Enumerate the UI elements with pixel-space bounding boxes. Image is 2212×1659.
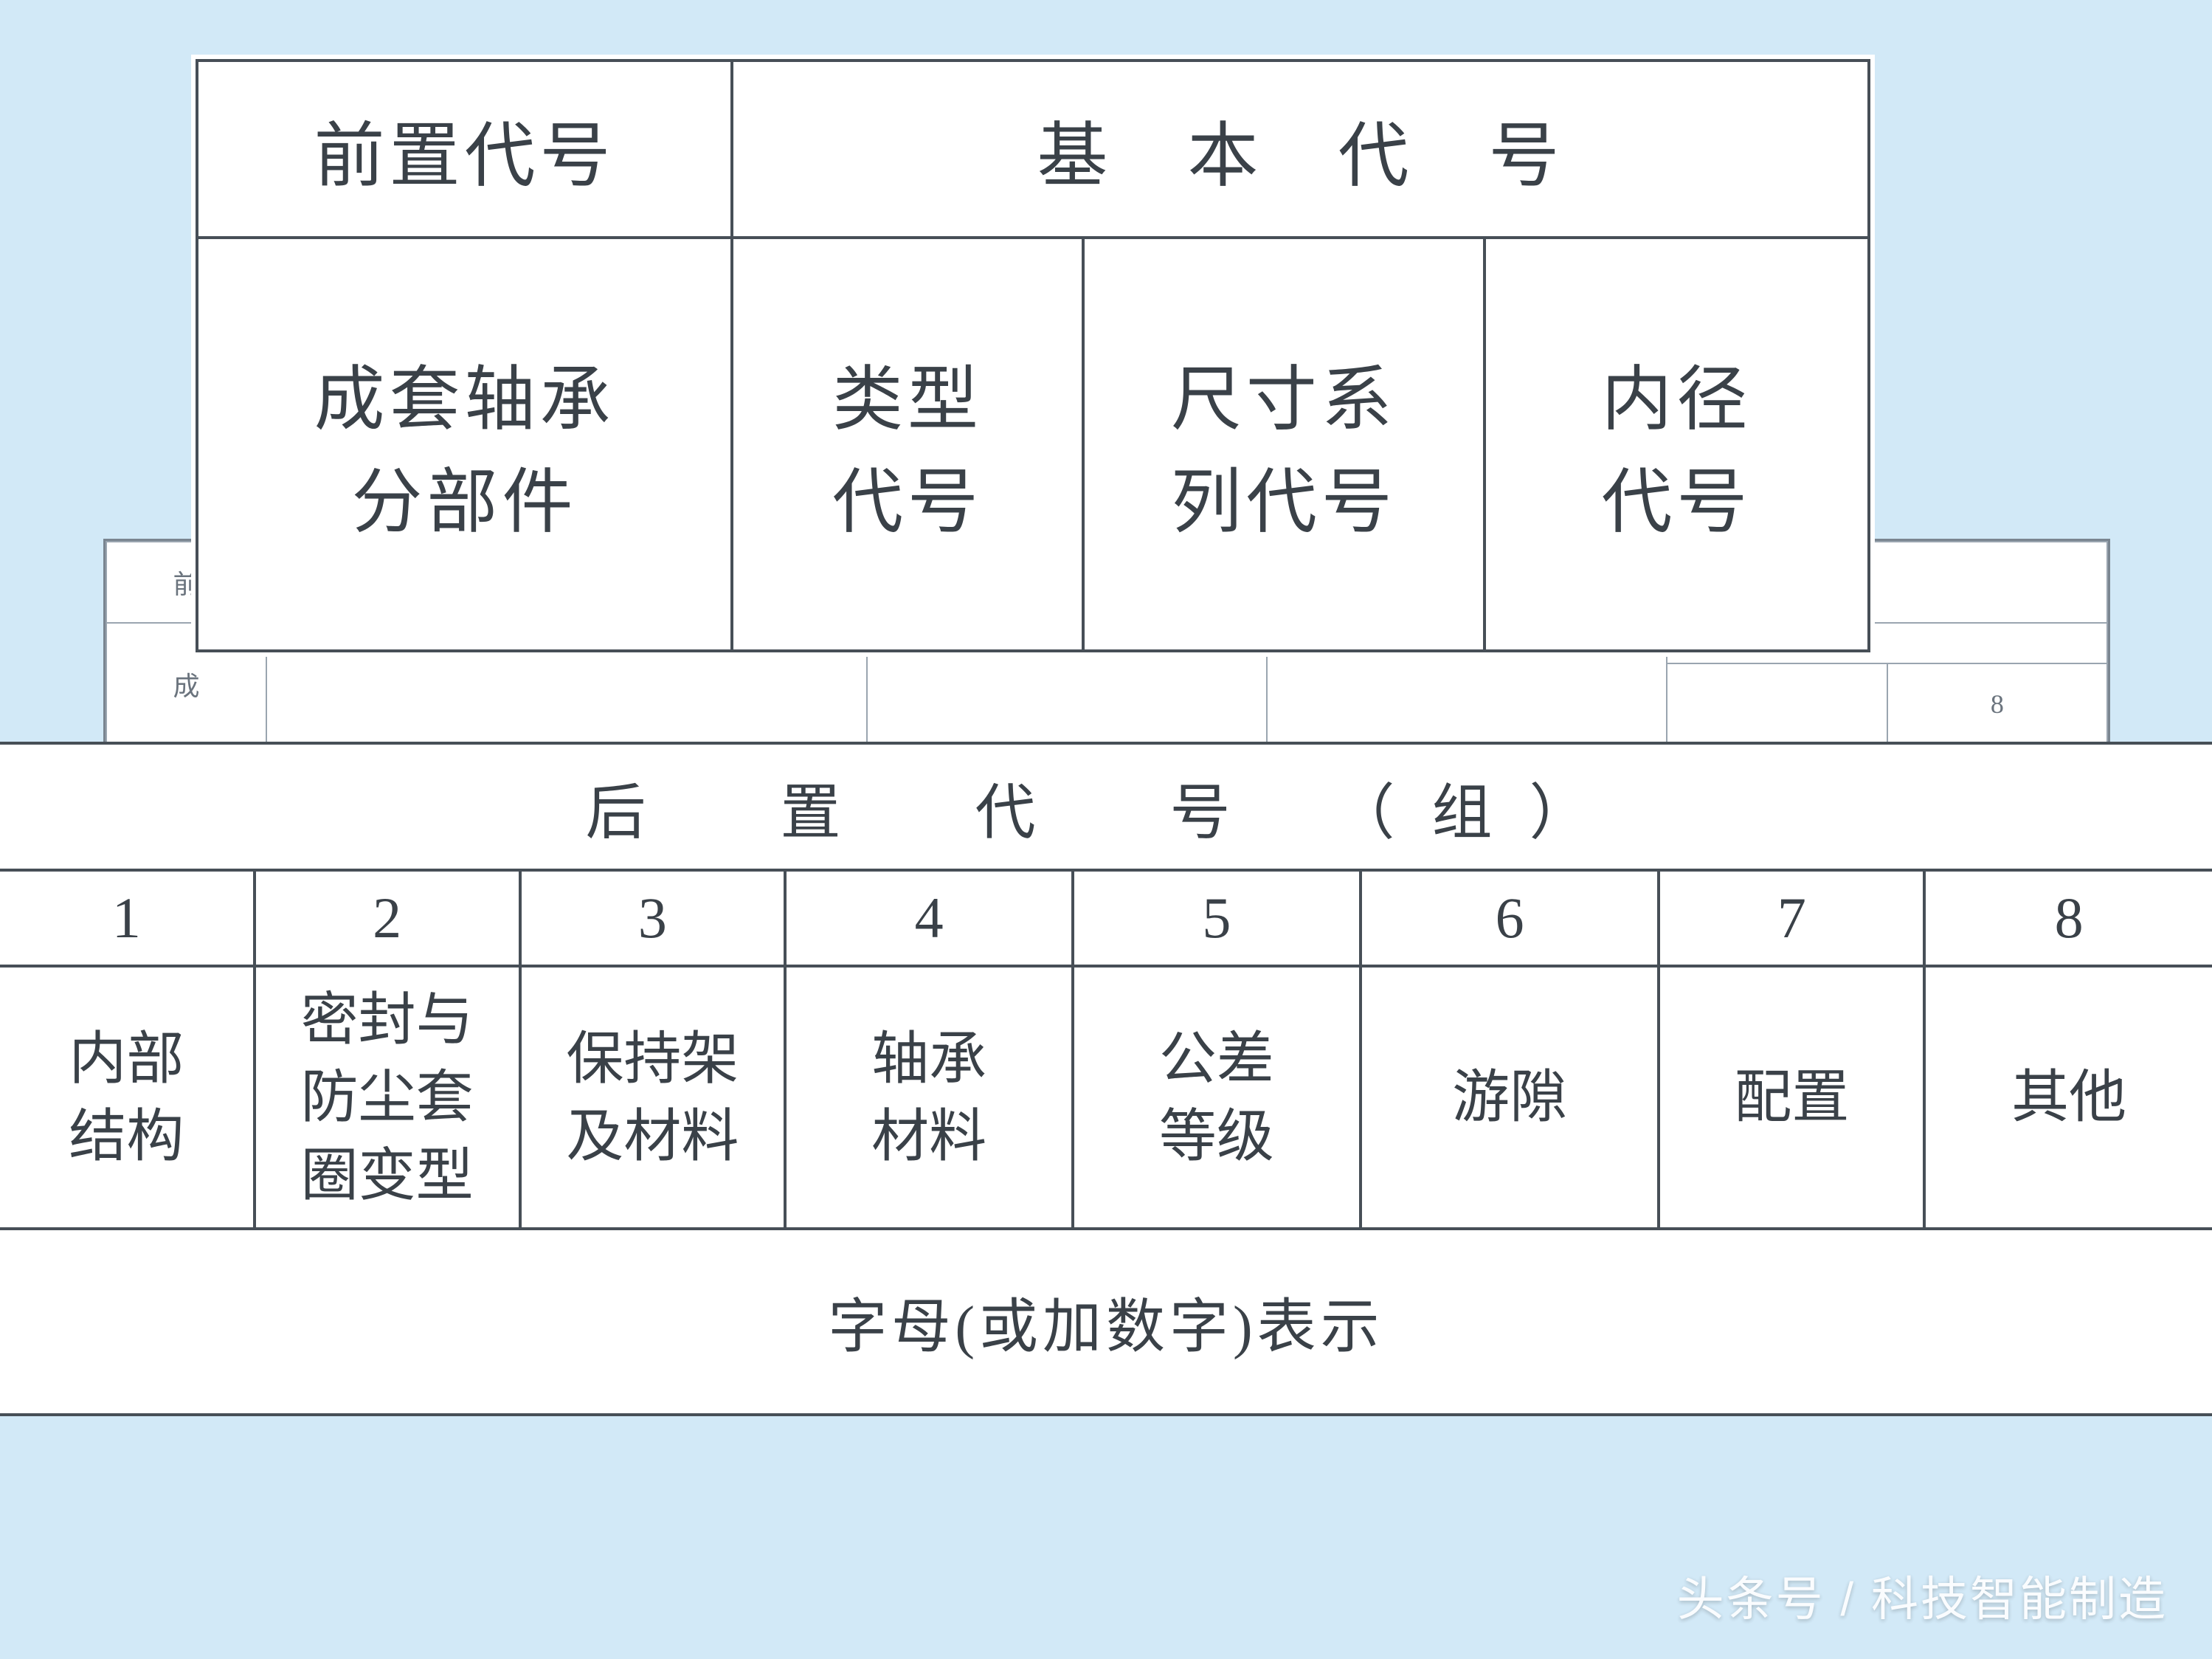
bg-r2c5b [1667,663,1887,745]
suffix-label-7: 配置 [1659,966,1924,1229]
suffix-label-5: 公差等级 [1073,966,1361,1229]
suffix-label-6: 游隙 [1361,966,1659,1229]
suffix-col-4: 4 [785,870,1073,966]
top-bore-l2: 代号 [1601,463,1752,542]
top-header-basic: 基 本 代 号 [732,61,1869,238]
watermark-text: 头条号 / 科技智能制造 [1677,1562,2168,1629]
suffix-code-table: 后 置 代 号 （组） 1 2 3 4 5 6 7 8 内部结构 密封与防尘套圈… [0,742,2212,1416]
top-prefix-cell: 成套轴承 分部件 [197,238,732,651]
top-bore-l1: 内径 [1601,360,1752,439]
bg-r2c5c: 8 [1887,663,2107,745]
suffix-label-2: 密封与防尘套圈变型 [255,966,520,1229]
suffix-col-8: 8 [1924,870,2212,966]
top-type-l1: 类型 [832,360,983,439]
suffix-col-2: 2 [255,870,520,966]
top-bore-cell: 内径 代号 [1485,238,1869,651]
suffix-label-3: 保持架及材料 [520,966,786,1229]
suffix-label-8: 其他 [1924,966,2212,1229]
suffix-col-5: 5 [1073,870,1361,966]
top-size-l1: 尺寸系 [1171,360,1397,439]
top-type-l2: 代号 [832,463,983,542]
suffix-col-6: 6 [1361,870,1659,966]
top-prefix-l2: 分部件 [352,463,578,542]
suffix-title: 后 置 代 号 （组） [0,745,2212,870]
top-prefix-l1: 成套轴承 [314,360,615,439]
suffix-footer: 字母(或加数字)表示 [0,1229,2212,1413]
top-header-prefix: 前置代号 [197,61,732,238]
suffix-col-3: 3 [520,870,786,966]
top-size-l2: 列代号 [1171,463,1397,542]
suffix-label-4: 轴承材料 [785,966,1073,1229]
suffix-label-1: 内部结构 [0,966,255,1229]
top-size-cell: 尺寸系 列代号 [1083,238,1485,651]
suffix-col-1: 1 [0,870,255,966]
prefix-basic-code-table: 前置代号 基 本 代 号 成套轴承 分部件 类型 代号 尺寸系 列代号 内径 代… [196,59,1870,652]
top-type-cell: 类型 代号 [732,238,1083,651]
suffix-col-7: 7 [1659,870,1924,966]
